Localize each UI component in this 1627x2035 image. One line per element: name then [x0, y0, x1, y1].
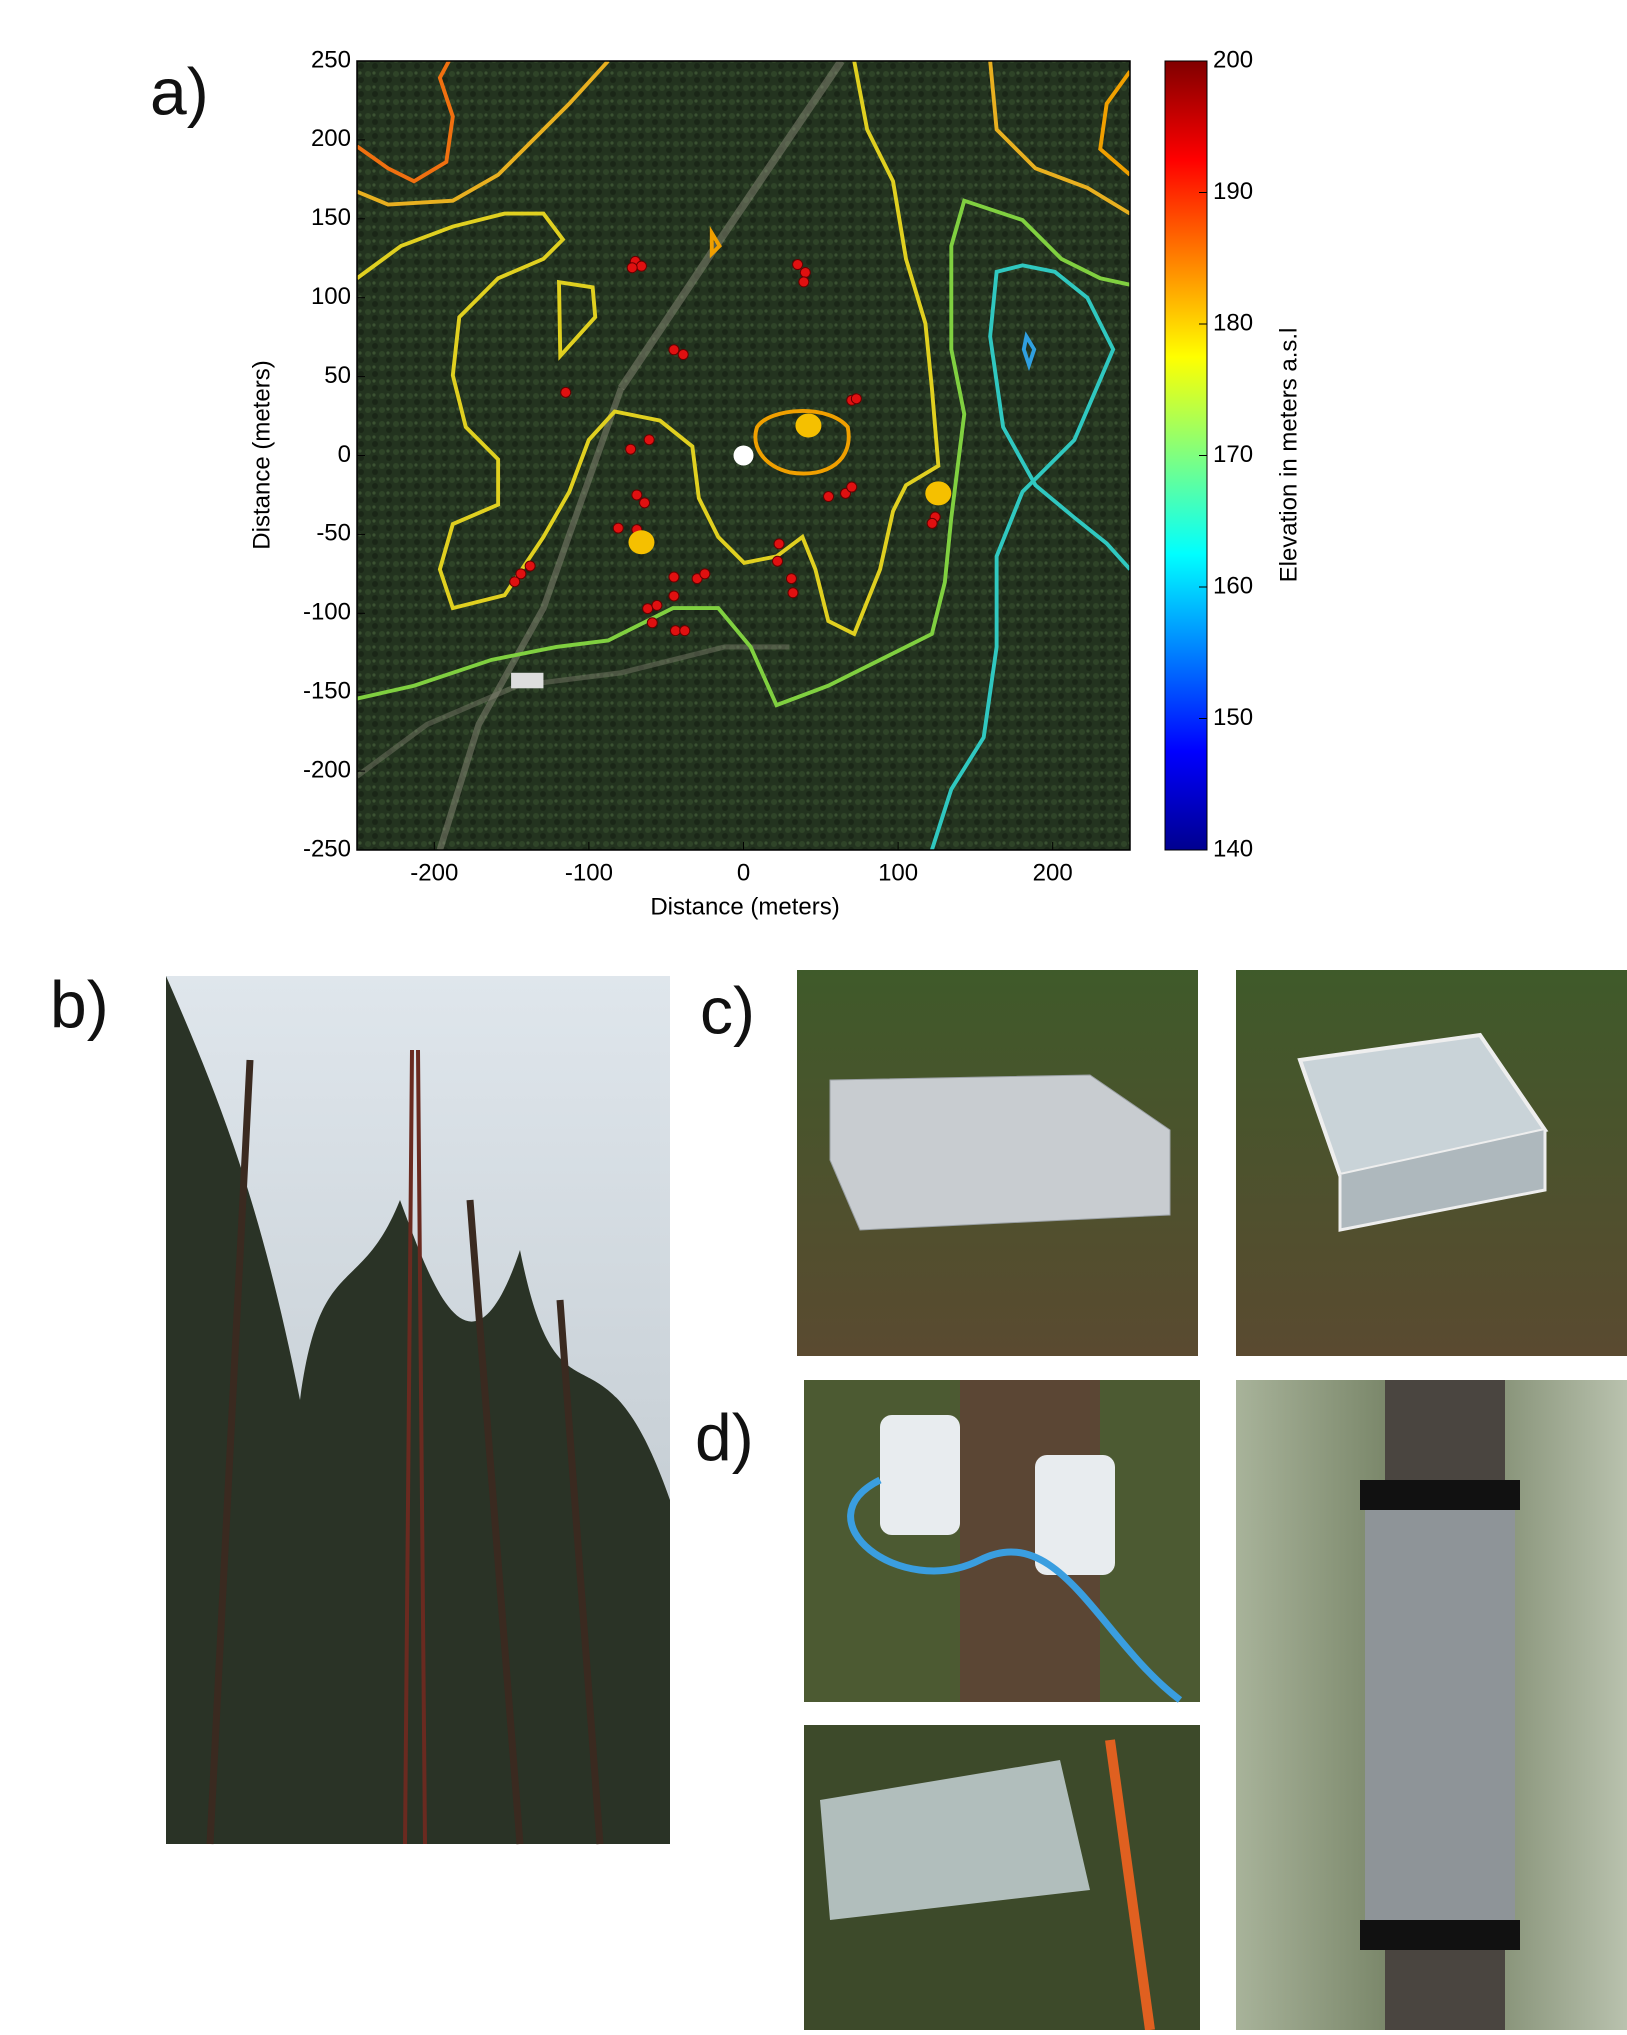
y-tick-label: 200 — [311, 125, 351, 152]
colorbar-tick-label: 190 — [1213, 178, 1253, 205]
panel-label: a) — [150, 54, 209, 128]
x-tick-label: 0 — [737, 859, 750, 886]
plot-point — [700, 569, 710, 579]
plot-point — [824, 492, 834, 502]
y-tick-label: -100 — [303, 599, 351, 626]
plot-point — [678, 350, 688, 360]
colorbar-tick-label: 200 — [1213, 46, 1253, 73]
plot-point — [786, 574, 796, 584]
plot-point — [799, 277, 809, 287]
plot-point — [847, 482, 857, 492]
colorbar-label: Elevation in meters a.s.l — [1275, 328, 1302, 583]
plot-point — [669, 591, 679, 601]
plot-point — [927, 518, 937, 528]
site-marker — [795, 414, 821, 438]
x-tick-label: -100 — [565, 859, 613, 886]
plot-point — [669, 345, 679, 355]
plot-point — [561, 387, 571, 397]
plot-point — [516, 569, 526, 579]
photo-stem-chambers — [804, 1380, 1200, 1702]
y-tick-label: -250 — [303, 835, 351, 862]
colorbar-tick-label: 150 — [1213, 704, 1253, 731]
plot-point — [793, 260, 803, 270]
y-tick-label: 150 — [311, 204, 351, 231]
plot-point — [640, 498, 650, 508]
photo-tower — [166, 976, 670, 1844]
plot-point — [626, 444, 636, 454]
y-tick-label: -150 — [303, 678, 351, 705]
site-marker — [734, 446, 754, 466]
colorbar-tick-label: 180 — [1213, 309, 1253, 336]
plot-point — [774, 539, 784, 549]
site-marker — [628, 530, 654, 554]
photo-chamber-clear — [1236, 970, 1627, 1356]
plot-point — [627, 263, 637, 273]
figure: a) b) c) d) Distance (meters) Distance (… — [0, 0, 1627, 2030]
plot-point — [632, 490, 642, 500]
photo-chamber-metal — [797, 970, 1198, 1356]
colorbar-tick-label: 170 — [1213, 441, 1253, 468]
plot-point — [773, 556, 783, 566]
colorbar-tick-label: 140 — [1213, 835, 1253, 862]
colorbar-tick-label: 160 — [1213, 572, 1253, 599]
x-tick-label: -200 — [410, 859, 458, 886]
y-tick-label: 100 — [311, 283, 351, 310]
photo-trunk-chamber — [1236, 1380, 1627, 2030]
panel-label: c) — [700, 973, 755, 1047]
plot-point — [525, 561, 535, 571]
x-tick-label: 200 — [1033, 859, 1073, 886]
plot-point — [788, 588, 798, 598]
plot-point — [613, 523, 623, 533]
plot-point — [851, 394, 861, 404]
plot-point — [669, 572, 679, 582]
plot-point — [670, 626, 680, 636]
plot-point — [647, 618, 657, 628]
plot-point — [644, 435, 654, 445]
y-tick-label: 250 — [311, 46, 351, 73]
plot-point — [800, 267, 810, 277]
plot-point — [643, 604, 653, 614]
plot-point — [680, 626, 690, 636]
x-axis-label: Distance (meters) — [650, 893, 839, 920]
y-tick-label: -200 — [303, 756, 351, 783]
y-tick-label: 0 — [338, 441, 351, 468]
plot-point — [636, 261, 646, 271]
y-axis-label: Distance (meters) — [248, 360, 275, 549]
y-tick-label: 50 — [324, 362, 351, 389]
panel-label: d) — [695, 1400, 754, 1474]
y-tick-label: -50 — [316, 520, 351, 547]
site-marker — [925, 481, 951, 505]
panel-label: b) — [50, 967, 109, 1041]
photo-branch-chamber — [804, 1725, 1200, 2030]
x-tick-label: 100 — [878, 859, 918, 886]
plot-point — [652, 600, 662, 610]
